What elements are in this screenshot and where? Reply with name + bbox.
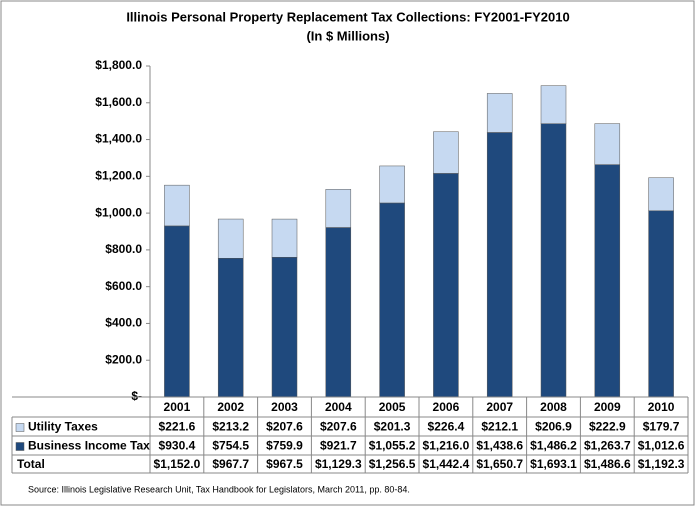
bar-segment xyxy=(486,93,513,133)
source-note: Source: Illinois Legislative Research Un… xyxy=(28,484,410,494)
y-tick-label: $1,600.0 xyxy=(95,95,142,109)
x-tick-label: 2004 xyxy=(325,400,352,414)
table-value: $179.7 xyxy=(643,420,680,434)
legend-label: Business Income Tax xyxy=(28,439,150,453)
table-value: $206.9 xyxy=(535,420,572,434)
bar-segment xyxy=(433,131,459,174)
bar-segment xyxy=(325,189,352,228)
y-tick-label: $1,400.0 xyxy=(95,132,142,146)
bar-segment xyxy=(164,184,190,227)
x-tick-label: 2005 xyxy=(379,400,406,414)
table-value: $212.1 xyxy=(481,420,518,434)
bar-segment xyxy=(433,173,459,398)
table-value: $1,129.3 xyxy=(315,457,362,471)
x-tick-label: 2008 xyxy=(540,400,567,414)
table-value: $221.6 xyxy=(159,420,196,434)
table-value: $213.2 xyxy=(212,420,249,434)
y-tick-label: $1,000.0 xyxy=(95,205,142,219)
bar-segment xyxy=(379,202,405,398)
table-value: $1,216.0 xyxy=(423,439,470,453)
y-tick-label: $- xyxy=(131,389,142,403)
legend-key xyxy=(15,423,25,432)
table-value: $967.7 xyxy=(212,457,249,471)
table-value: $1,055.2 xyxy=(369,439,416,453)
table-value: $754.5 xyxy=(212,439,249,453)
y-tick-label: $400.0 xyxy=(105,316,142,330)
bar-segment xyxy=(648,177,674,212)
x-tick-label: 2007 xyxy=(486,400,513,414)
chart-title: Illinois Personal Property Replacement T… xyxy=(126,9,569,24)
table-value: $967.5 xyxy=(266,457,303,471)
table-value: $1,012.6 xyxy=(638,439,685,453)
bar-segment xyxy=(217,258,244,398)
bar-segment xyxy=(271,218,298,258)
y-tick-label: $800.0 xyxy=(105,242,142,256)
table-value: $207.6 xyxy=(266,420,303,434)
chart-subtitle: (In $ Millions) xyxy=(306,28,389,43)
table-value: $1,192.3 xyxy=(638,457,685,471)
table-value: $1,486.6 xyxy=(584,457,631,471)
table-value: $921.7 xyxy=(320,439,357,453)
x-tick-label: 2001 xyxy=(164,400,191,414)
table-value: $1,438.6 xyxy=(476,439,523,453)
bar-segment xyxy=(540,85,567,124)
x-tick-label: 2002 xyxy=(217,400,244,414)
table-value: $1,650.7 xyxy=(476,457,523,471)
bar-segment xyxy=(217,218,244,259)
table-value: $1,152.0 xyxy=(154,457,201,471)
table-value: $1,256.5 xyxy=(369,457,416,471)
y-tick-label: $600.0 xyxy=(105,279,142,293)
table-value: $930.4 xyxy=(159,439,196,453)
x-tick-label: 2010 xyxy=(648,400,675,414)
x-tick-label: 2003 xyxy=(271,400,298,414)
table-value: $1,442.4 xyxy=(423,457,470,471)
table-value: $1,263.7 xyxy=(584,439,631,453)
bar-segment xyxy=(540,123,567,398)
y-tick-label: $1,200.0 xyxy=(95,169,142,183)
legend-label: Utility Taxes xyxy=(28,420,98,434)
x-tick-label: 2006 xyxy=(433,400,460,414)
bar-segment xyxy=(164,225,190,398)
table-value: $207.6 xyxy=(320,420,357,434)
table-value: $226.4 xyxy=(428,420,465,434)
bar-segment xyxy=(379,165,405,204)
bar-segment xyxy=(594,164,621,398)
table-value: $222.9 xyxy=(589,420,626,434)
bar-segment xyxy=(648,210,674,398)
y-tick-label: $1,800.0 xyxy=(95,58,142,72)
bar-segment xyxy=(271,257,298,398)
bar-segment xyxy=(486,132,513,398)
table-value: $1,693.1 xyxy=(530,457,577,471)
table-value: $1,486.2 xyxy=(530,439,577,453)
bar-segment xyxy=(594,123,621,165)
table-value: $201.3 xyxy=(374,420,411,434)
legend-label: Total xyxy=(17,457,45,471)
y-tick-label: $200.0 xyxy=(105,352,142,366)
table-value: $759.9 xyxy=(266,439,303,453)
x-tick-label: 2009 xyxy=(594,400,621,414)
bar-segment xyxy=(325,227,352,398)
legend-key xyxy=(15,442,25,451)
